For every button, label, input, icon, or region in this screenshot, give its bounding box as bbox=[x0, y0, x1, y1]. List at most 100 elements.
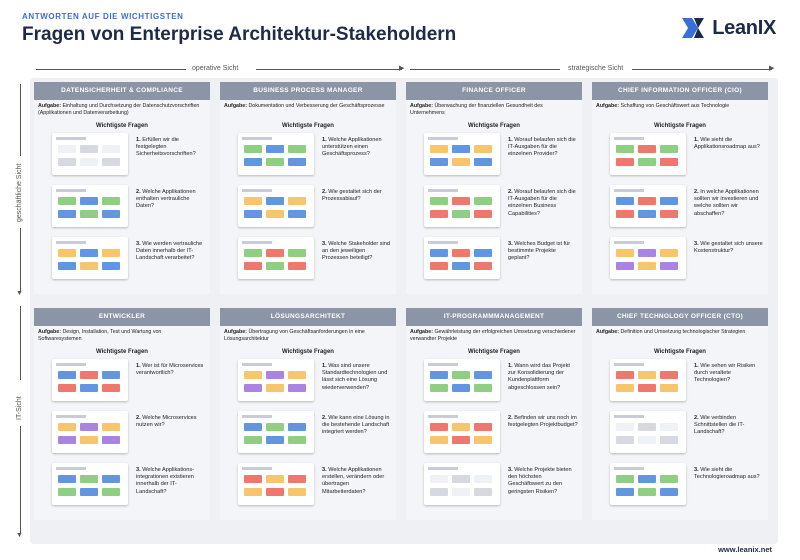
question-label: Wie kann eine Lösung in die bestehende L… bbox=[322, 415, 390, 435]
thumbnail-block bbox=[244, 197, 262, 205]
question-number: 1. bbox=[508, 363, 513, 369]
question-label: Wie sehen wir Risiken durch veraltete Te… bbox=[694, 363, 755, 383]
it-axis-label: IT-Sicht bbox=[16, 396, 23, 420]
report-thumbnail[interactable] bbox=[52, 237, 128, 279]
thumbnail-block bbox=[660, 475, 678, 483]
question-row: 2. Welche Applikationen enthalten vertra… bbox=[34, 185, 210, 237]
thumbnail-block bbox=[102, 158, 120, 166]
footer-url[interactable]: www.leanix.net bbox=[718, 545, 772, 554]
question-row: 2. Wie verbinden Schnittstellen die IT-L… bbox=[592, 411, 768, 463]
thumbnail-block bbox=[244, 145, 262, 153]
report-thumbnail[interactable] bbox=[424, 133, 500, 175]
report-thumbnail[interactable] bbox=[424, 185, 500, 227]
thumbnail-block bbox=[102, 475, 120, 483]
question-number: 3. bbox=[322, 241, 327, 247]
thumbnail-block bbox=[58, 197, 76, 205]
thumbnail-block bbox=[660, 145, 678, 153]
thumbnail-block bbox=[80, 262, 98, 270]
report-thumbnail[interactable] bbox=[238, 133, 314, 175]
report-thumbnail[interactable] bbox=[238, 185, 314, 227]
report-thumbnail[interactable] bbox=[52, 463, 128, 505]
thumbnail-block bbox=[288, 371, 306, 379]
report-thumbnail[interactable] bbox=[610, 237, 686, 279]
stakeholder-card: DATENSICHERHEIT & COMPLIANCE Aufgabe: Ein… bbox=[34, 82, 210, 294]
thumbnail-block bbox=[102, 436, 120, 444]
thumbnail-title-bar bbox=[614, 189, 644, 192]
thumbnail-block bbox=[474, 436, 492, 444]
report-thumbnail[interactable] bbox=[52, 359, 128, 401]
operative-axis-line bbox=[36, 69, 186, 70]
report-thumbnail[interactable] bbox=[610, 463, 686, 505]
question-label: Welche Applikations-integrationen existi… bbox=[136, 467, 194, 495]
thumbnail-block bbox=[616, 436, 634, 444]
thumbnail-block bbox=[474, 488, 492, 496]
question-text: 1. Wer ist für Microservices verantwortl… bbox=[128, 359, 206, 377]
questions-heading: Wichtigste Fragen bbox=[34, 123, 210, 129]
question-text: 1. Erfüllen wir die festgelegten Sicherh… bbox=[128, 133, 206, 159]
stakeholder-card: BUSINESS PROCESS MANAGER Aufgabe: Dokumen… bbox=[220, 82, 396, 294]
report-thumbnail[interactable] bbox=[610, 133, 686, 175]
thumbnail-block bbox=[660, 249, 678, 257]
report-thumbnail[interactable] bbox=[238, 359, 314, 401]
thumbnail-block bbox=[102, 145, 120, 153]
question-label: Befinden wir uns noch im festgelegten Pr… bbox=[508, 415, 578, 428]
thumbnail-block bbox=[244, 488, 262, 496]
thumbnail-title-bar bbox=[242, 415, 272, 418]
report-thumbnail[interactable] bbox=[238, 237, 314, 279]
thumbnail-block bbox=[80, 249, 98, 257]
thumbnail-block bbox=[660, 436, 678, 444]
thumbnail-block bbox=[244, 262, 262, 270]
question-row: 1. Wie sehen wir Risiken durch veraltete… bbox=[592, 359, 768, 411]
thumbnail-block bbox=[452, 371, 470, 379]
thumbnail-block bbox=[660, 423, 678, 431]
question-text: 2. Wie verbinden Schnittstellen die IT-L… bbox=[686, 411, 764, 437]
thumbnail-block bbox=[474, 249, 492, 257]
thumbnail-block bbox=[430, 488, 448, 496]
report-thumbnail[interactable] bbox=[238, 411, 314, 453]
thumbnail-block bbox=[474, 210, 492, 218]
thumbnail-title-bar bbox=[56, 189, 86, 192]
report-thumbnail[interactable] bbox=[610, 359, 686, 401]
question-text: 3. Wie werden vertrauliche Daten innerha… bbox=[128, 237, 206, 263]
question-number: 2. bbox=[694, 415, 699, 421]
thumbnail-block bbox=[616, 210, 634, 218]
report-thumbnail[interactable] bbox=[52, 133, 128, 175]
question-number: 2. bbox=[694, 189, 699, 195]
questions-heading: Wichtigste Fragen bbox=[406, 123, 582, 129]
thumbnail-block bbox=[58, 371, 76, 379]
question-number: 1. bbox=[694, 137, 699, 143]
report-thumbnail[interactable] bbox=[424, 411, 500, 453]
question-number: 2. bbox=[508, 415, 513, 421]
question-label: Welche Applikationen enthalten vertrauli… bbox=[136, 189, 196, 209]
thumbnail-block bbox=[660, 210, 678, 218]
question-label: Wie werden vertrauliche Daten innerhalb … bbox=[136, 241, 202, 261]
question-label: Wie sieht die Applikationsroadmap aus? bbox=[694, 137, 760, 150]
report-thumbnail[interactable] bbox=[610, 411, 686, 453]
report-thumbnail[interactable] bbox=[424, 463, 500, 505]
thumbnail-title-bar bbox=[428, 467, 458, 470]
question-text: 3. Welche Applikations-integrationen exi… bbox=[128, 463, 206, 496]
question-label: Welche Stakeholder sind an den jeweilige… bbox=[322, 241, 390, 261]
report-thumbnail[interactable] bbox=[610, 185, 686, 227]
question-text: 3. Welches Budget ist für bestimmte Proj… bbox=[500, 237, 578, 263]
question-row: 1. Worauf belaufen sich die IT-Ausgaben … bbox=[406, 133, 582, 185]
thumbnail-block bbox=[58, 384, 76, 392]
task-prefix: Aufgabe: bbox=[224, 329, 247, 335]
thumbnail-block bbox=[80, 210, 98, 218]
question-text: 2. Welche Applikationen enthalten vertra… bbox=[128, 185, 206, 211]
question-label: Welche Projekte bieten den höchsten Gesc… bbox=[508, 467, 572, 495]
report-thumbnail[interactable] bbox=[424, 237, 500, 279]
report-thumbnail[interactable] bbox=[52, 411, 128, 453]
card-title: CHIEF INFORMATION OFFICER (CIO) bbox=[592, 82, 768, 100]
report-thumbnail[interactable] bbox=[424, 359, 500, 401]
thumbnail-block bbox=[474, 262, 492, 270]
thumbnail-block bbox=[430, 197, 448, 205]
question-label: Wie sieht die Technologieroadmap aus? bbox=[694, 467, 760, 480]
report-thumbnail[interactable] bbox=[238, 463, 314, 505]
thumbnail-block bbox=[80, 371, 98, 379]
axis-arrow-icon: ▶ bbox=[769, 64, 774, 72]
question-label: Was sind unsere Standardtechnologien und… bbox=[322, 363, 387, 391]
report-thumbnail[interactable] bbox=[52, 185, 128, 227]
thumbnail-block bbox=[244, 371, 262, 379]
question-number: 2. bbox=[508, 189, 513, 195]
